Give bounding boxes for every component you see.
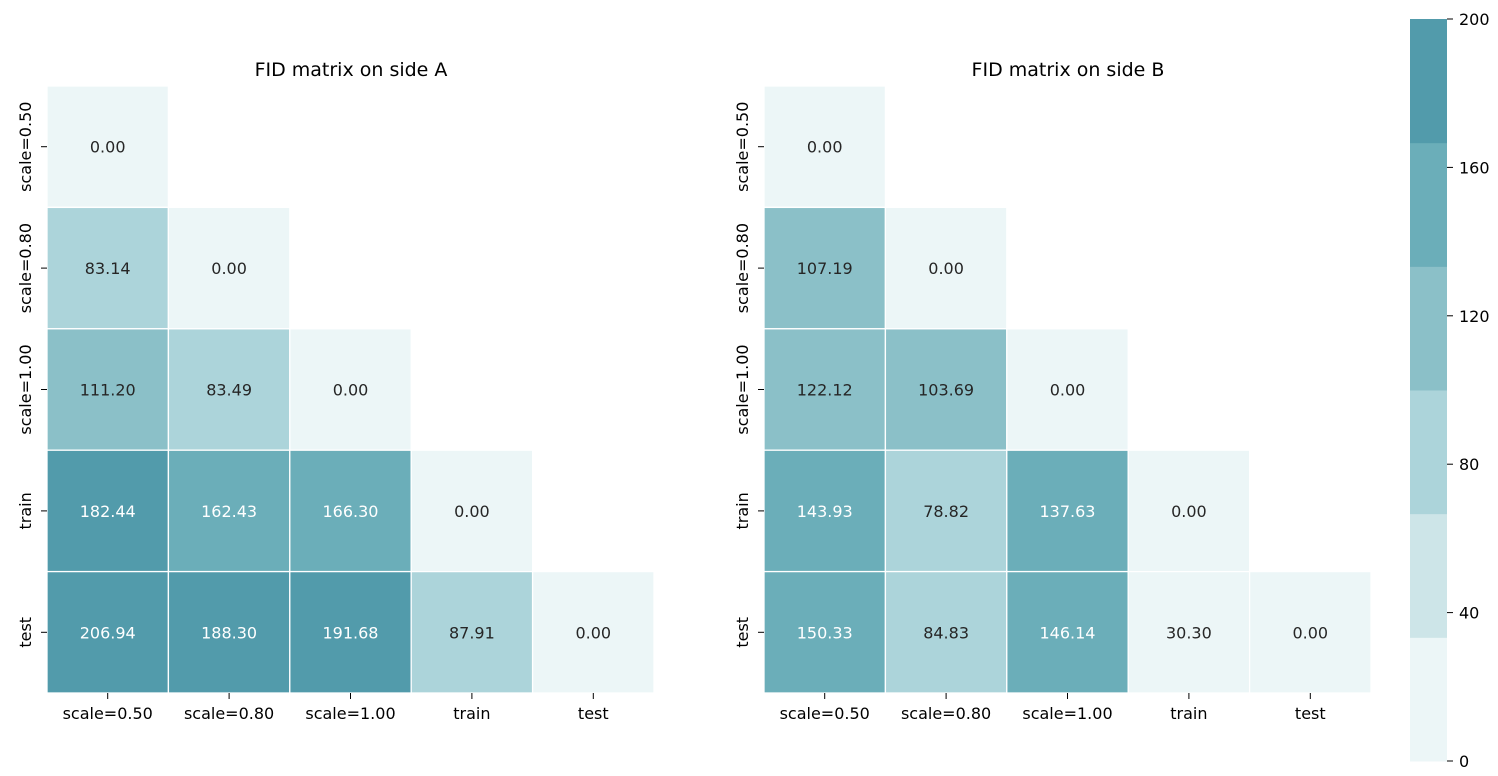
colorbar-bin [1410,266,1447,391]
cell-value-label: 87.91 [449,623,495,642]
heatmap-cell [167,449,291,573]
cell-value-label: 111.20 [80,381,136,400]
heatmap-cell [1248,570,1372,694]
cell-value-label: 0.00 [807,138,843,157]
y-tick-label: scale=0.50 [733,102,752,192]
x-tick-label: train [1170,704,1207,723]
cell-value-label: 0.00 [90,138,126,157]
colorbar-tick-label: 160 [1459,158,1490,177]
colorbar: 0 40 80 120 160 200 [1410,10,1490,771]
y-tick-label: train [733,492,752,529]
cell-value-label: 143.93 [797,502,853,521]
heatmap-cell [1127,449,1251,573]
heatmap-cell [763,328,887,451]
y-tick-label: scale=0.80 [733,223,752,313]
colorbar-tick-label: 200 [1459,10,1490,29]
heatmap-cell [763,449,887,573]
heatmap-cell [167,206,291,330]
y-tick-label: test [733,617,752,648]
colorbar-bin [1410,19,1447,144]
x-tick-label: scale=1.00 [1022,704,1112,723]
heatmap-cell [410,570,534,694]
x-tick-label: test [1295,704,1326,723]
x-tick-label: scale=1.00 [305,704,395,723]
heatmap-cell [531,570,655,694]
heatmap-side-b: FID matrix on side B 0.00 107.19 0.00 122.1… [733,59,1372,723]
heatmap-title: FID matrix on side B [972,59,1165,81]
heatmap-cell [1006,328,1129,451]
cell-value-label: 0.00 [1171,502,1207,521]
y-tick-label: scale=1.00 [733,344,752,434]
colorbar-tick-label: 0 [1459,752,1469,771]
colorbar-bin [1410,142,1447,267]
cell-value-label: 0.00 [1292,623,1328,642]
x-tick-label: scale=0.80 [184,704,274,723]
heatmap-cell [167,570,291,694]
cell-value-label: 166.30 [323,502,379,521]
colorbar-bin [1410,637,1447,762]
y-tick-label: scale=0.50 [16,102,35,192]
cell-value-label: 137.63 [1040,502,1096,521]
cell-value-label: 30.30 [1166,623,1212,642]
y-tick-label: scale=1.00 [16,344,35,434]
cell-value-label: 146.14 [1040,623,1096,642]
cell-value-label: 78.82 [923,502,969,521]
heatmap-cell [46,85,170,209]
heatmap-cell [884,570,1008,694]
x-tick-label: train [453,704,490,723]
cell-value-label: 0.00 [575,623,611,642]
cell-value-label: 182.44 [80,502,136,521]
cell-value-label: 122.12 [797,381,853,400]
heatmap-title: FID matrix on side A [255,59,448,81]
y-tick-label: scale=0.80 [16,223,35,313]
x-tick-label: scale=0.50 [63,704,153,723]
heatmap-cell [167,328,291,451]
cell-value-label: 0.00 [1050,381,1086,400]
cell-value-label: 162.43 [201,502,257,521]
cell-value-label: 84.83 [923,623,969,642]
y-tick-label: test [16,617,35,648]
cell-value-label: 83.49 [206,381,252,400]
cell-value-label: 188.30 [201,623,257,642]
heatmap-cell [1006,570,1129,694]
cell-value-label: 107.19 [797,259,853,278]
cell-value-label: 0.00 [333,381,369,400]
cell-value-label: 103.69 [918,381,974,400]
heatmap-cell [884,328,1008,451]
heatmap-cell [410,449,534,573]
heatmap-cell [884,206,1008,330]
cell-value-label: 0.00 [928,259,964,278]
cell-value-label: 0.00 [211,259,247,278]
colorbar-bin [1410,513,1447,638]
colorbar-bin [1410,390,1447,515]
heatmap-cell [289,328,412,451]
cell-value-label: 206.94 [80,623,136,642]
y-tick-label: train [16,492,35,529]
colorbar-tick-label: 80 [1459,455,1479,474]
cell-value-label: 150.33 [797,623,853,642]
heatmap-cell [1127,570,1251,694]
colorbar-tick-label: 40 [1459,604,1479,623]
colorbar-tick-label: 120 [1459,307,1490,326]
heatmap-cell [46,328,170,451]
x-tick-label: test [578,704,609,723]
heatmap-cell [763,570,887,694]
cell-value-label: 191.68 [323,623,379,642]
heatmap-cell [46,206,170,330]
heatmap-cell [289,570,412,694]
x-tick-label: scale=0.50 [780,704,870,723]
cell-value-label: 83.14 [85,259,131,278]
x-tick-label: scale=0.80 [901,704,991,723]
cell-value-label: 0.00 [454,502,490,521]
heatmap-side-a: FID matrix on side A 0.00 83.14 0.00 111.20… [16,59,655,723]
heatmap-cell [763,85,887,209]
heatmap-cell [1006,449,1129,573]
